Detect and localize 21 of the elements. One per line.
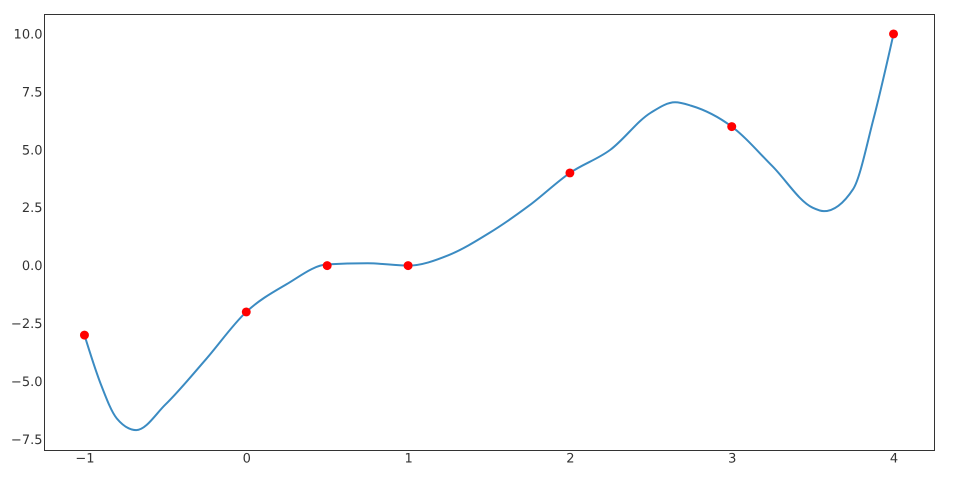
point xyxy=(80,330,89,340)
point xyxy=(322,261,332,270)
point xyxy=(727,122,736,132)
x-tick-label: 4 xyxy=(890,452,898,466)
y-tick-label: 7.5 xyxy=(22,85,42,100)
y-tick-label: −2.5 xyxy=(10,317,42,332)
y-tick-label: 5.0 xyxy=(22,143,42,158)
y-tick-label: 2.5 xyxy=(22,201,42,216)
point xyxy=(889,29,898,38)
point xyxy=(565,168,574,178)
x-tick-label: 1 xyxy=(404,452,413,466)
point xyxy=(242,307,251,316)
x-tick-label: 2 xyxy=(566,452,575,466)
point xyxy=(404,261,413,270)
y-tick-label: 10.0 xyxy=(14,27,42,42)
y-tick-label: −7.5 xyxy=(10,432,42,448)
y-tick-label: 0.0 xyxy=(22,259,42,274)
y-tick-label: −5.0 xyxy=(10,374,42,390)
x-tick-label: 3 xyxy=(728,452,736,466)
x-tick-label: 0 xyxy=(242,452,251,466)
x-tick-label: −1 xyxy=(75,452,95,466)
